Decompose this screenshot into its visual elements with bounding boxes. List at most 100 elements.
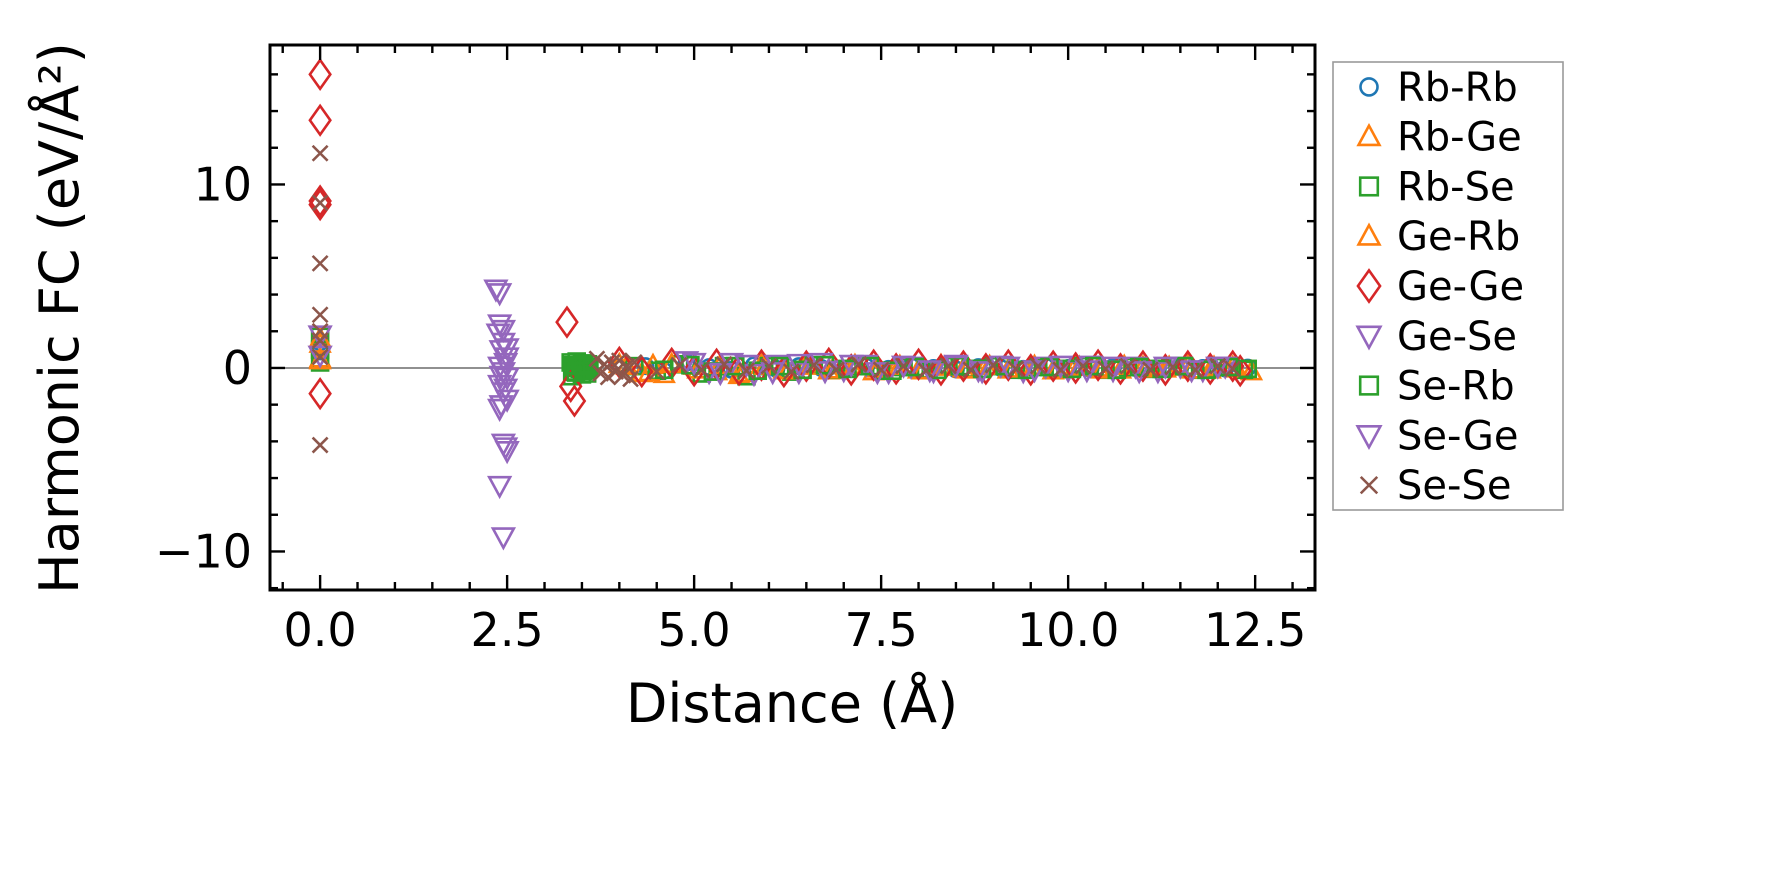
data-point xyxy=(599,368,617,386)
data-point xyxy=(562,384,587,418)
data-point xyxy=(827,361,845,379)
x-marker-icon xyxy=(1359,475,1379,495)
data-point xyxy=(492,352,519,377)
data-point xyxy=(890,355,917,379)
data-point xyxy=(492,437,519,461)
data-point xyxy=(610,352,628,370)
data-point xyxy=(625,354,643,371)
circle-marker-icon xyxy=(1359,77,1379,97)
y-tick-label: 0 xyxy=(223,341,252,395)
x-tick-label: 0.0 xyxy=(284,603,357,657)
data-point xyxy=(1224,360,1242,378)
y-tick-label: −10 xyxy=(155,524,252,578)
triangle-up-marker-icon xyxy=(1356,122,1382,147)
series-ge-se xyxy=(307,279,1238,551)
legend-label: Rb-Se xyxy=(1397,164,1515,210)
legend-label: Ge-Ge xyxy=(1397,264,1524,310)
data-point xyxy=(681,352,707,377)
data-point xyxy=(1238,359,1257,379)
data-point xyxy=(311,254,329,272)
legend-label: Ge-Se xyxy=(1397,314,1517,360)
series-se-se xyxy=(311,144,1242,454)
data-point xyxy=(490,527,517,551)
legend-label: Rb-Rb xyxy=(1397,65,1518,111)
data-point xyxy=(1007,360,1025,378)
data-point xyxy=(1164,358,1182,376)
data-point xyxy=(1186,361,1204,379)
legend-item-se-ge: Se-Ge xyxy=(1355,413,1519,459)
data-point xyxy=(578,354,598,374)
x-tick-label: 7.5 xyxy=(845,603,918,657)
data-point xyxy=(311,194,329,212)
data-point xyxy=(786,353,812,378)
data-point xyxy=(850,355,868,373)
data-point xyxy=(861,348,886,382)
legend-label: Se-Rb xyxy=(1397,364,1515,410)
y-axis-label: Harmonic FC (eV/Å²) xyxy=(27,42,91,594)
data-point xyxy=(805,356,823,374)
data-point xyxy=(488,340,514,364)
data-point xyxy=(311,348,329,366)
data-point xyxy=(629,354,654,389)
legend-item-rb-rb: Rb-Rb xyxy=(1359,65,1518,111)
legend-label: Rb-Ge xyxy=(1397,115,1522,161)
diamond-marker-icon xyxy=(1356,268,1382,304)
data-point xyxy=(492,378,519,402)
x-tick-label: 5.0 xyxy=(658,603,731,657)
data-point xyxy=(308,377,332,411)
data-point xyxy=(311,436,329,454)
data-point xyxy=(588,350,606,368)
data-point xyxy=(308,187,332,222)
data-point xyxy=(622,370,639,388)
data-point xyxy=(311,144,329,162)
data-point xyxy=(648,363,666,381)
square-marker-icon xyxy=(1358,176,1380,197)
data-point xyxy=(637,359,661,382)
data-point xyxy=(487,475,513,500)
legend-item-ge-se: Ge-Se xyxy=(1355,314,1517,360)
x-axis-label: Distance (Å) xyxy=(626,671,958,735)
x-tick-label: 2.5 xyxy=(471,603,544,657)
data-point xyxy=(307,345,333,369)
data-point xyxy=(308,103,332,137)
legend-label: Se-Se xyxy=(1397,463,1511,509)
data-point xyxy=(488,395,514,419)
legend-frame xyxy=(1332,61,1564,511)
x-tick-label: 12.5 xyxy=(1204,603,1306,657)
data-point xyxy=(555,305,579,339)
data-point xyxy=(984,356,1002,374)
data-point xyxy=(1119,357,1137,375)
data-point xyxy=(872,361,890,379)
data-point xyxy=(483,279,509,303)
data-point xyxy=(670,356,688,374)
x-tick-label: 10.0 xyxy=(1017,603,1119,657)
series-se-ge xyxy=(485,323,1231,461)
data-point xyxy=(693,361,711,379)
data-point xyxy=(574,361,593,381)
legend-item-se-rb: Se-Rb xyxy=(1358,364,1515,410)
plot-area: 0.0 2.5 5.0 7.5 10.0 12.5 −10 0 10 xyxy=(155,43,1317,657)
legend-label: Ge-Rb xyxy=(1397,214,1520,260)
legend-item-se-se: Se-Se xyxy=(1359,463,1511,509)
data-point xyxy=(782,363,800,381)
triangle-down-marker-icon xyxy=(1355,325,1383,351)
data-point xyxy=(962,361,980,379)
legend-item-rb-se: Rb-Se xyxy=(1358,164,1515,210)
data-point xyxy=(1228,354,1252,388)
data-point xyxy=(715,355,733,373)
plot-border xyxy=(268,43,1317,592)
data-point xyxy=(487,283,513,307)
legend-item-ge-ge: Ge-Ge xyxy=(1356,264,1524,310)
data-point xyxy=(1052,361,1070,379)
data-point xyxy=(917,362,935,380)
data-point xyxy=(940,357,957,375)
triangle-up-marker-icon xyxy=(1356,222,1382,246)
data-point xyxy=(311,306,329,324)
data-point xyxy=(1205,356,1231,380)
data-point xyxy=(1048,355,1074,379)
triangle-down-marker-icon xyxy=(1355,425,1383,451)
data-point xyxy=(485,323,511,347)
data-point xyxy=(770,356,790,376)
data-point xyxy=(311,332,329,349)
